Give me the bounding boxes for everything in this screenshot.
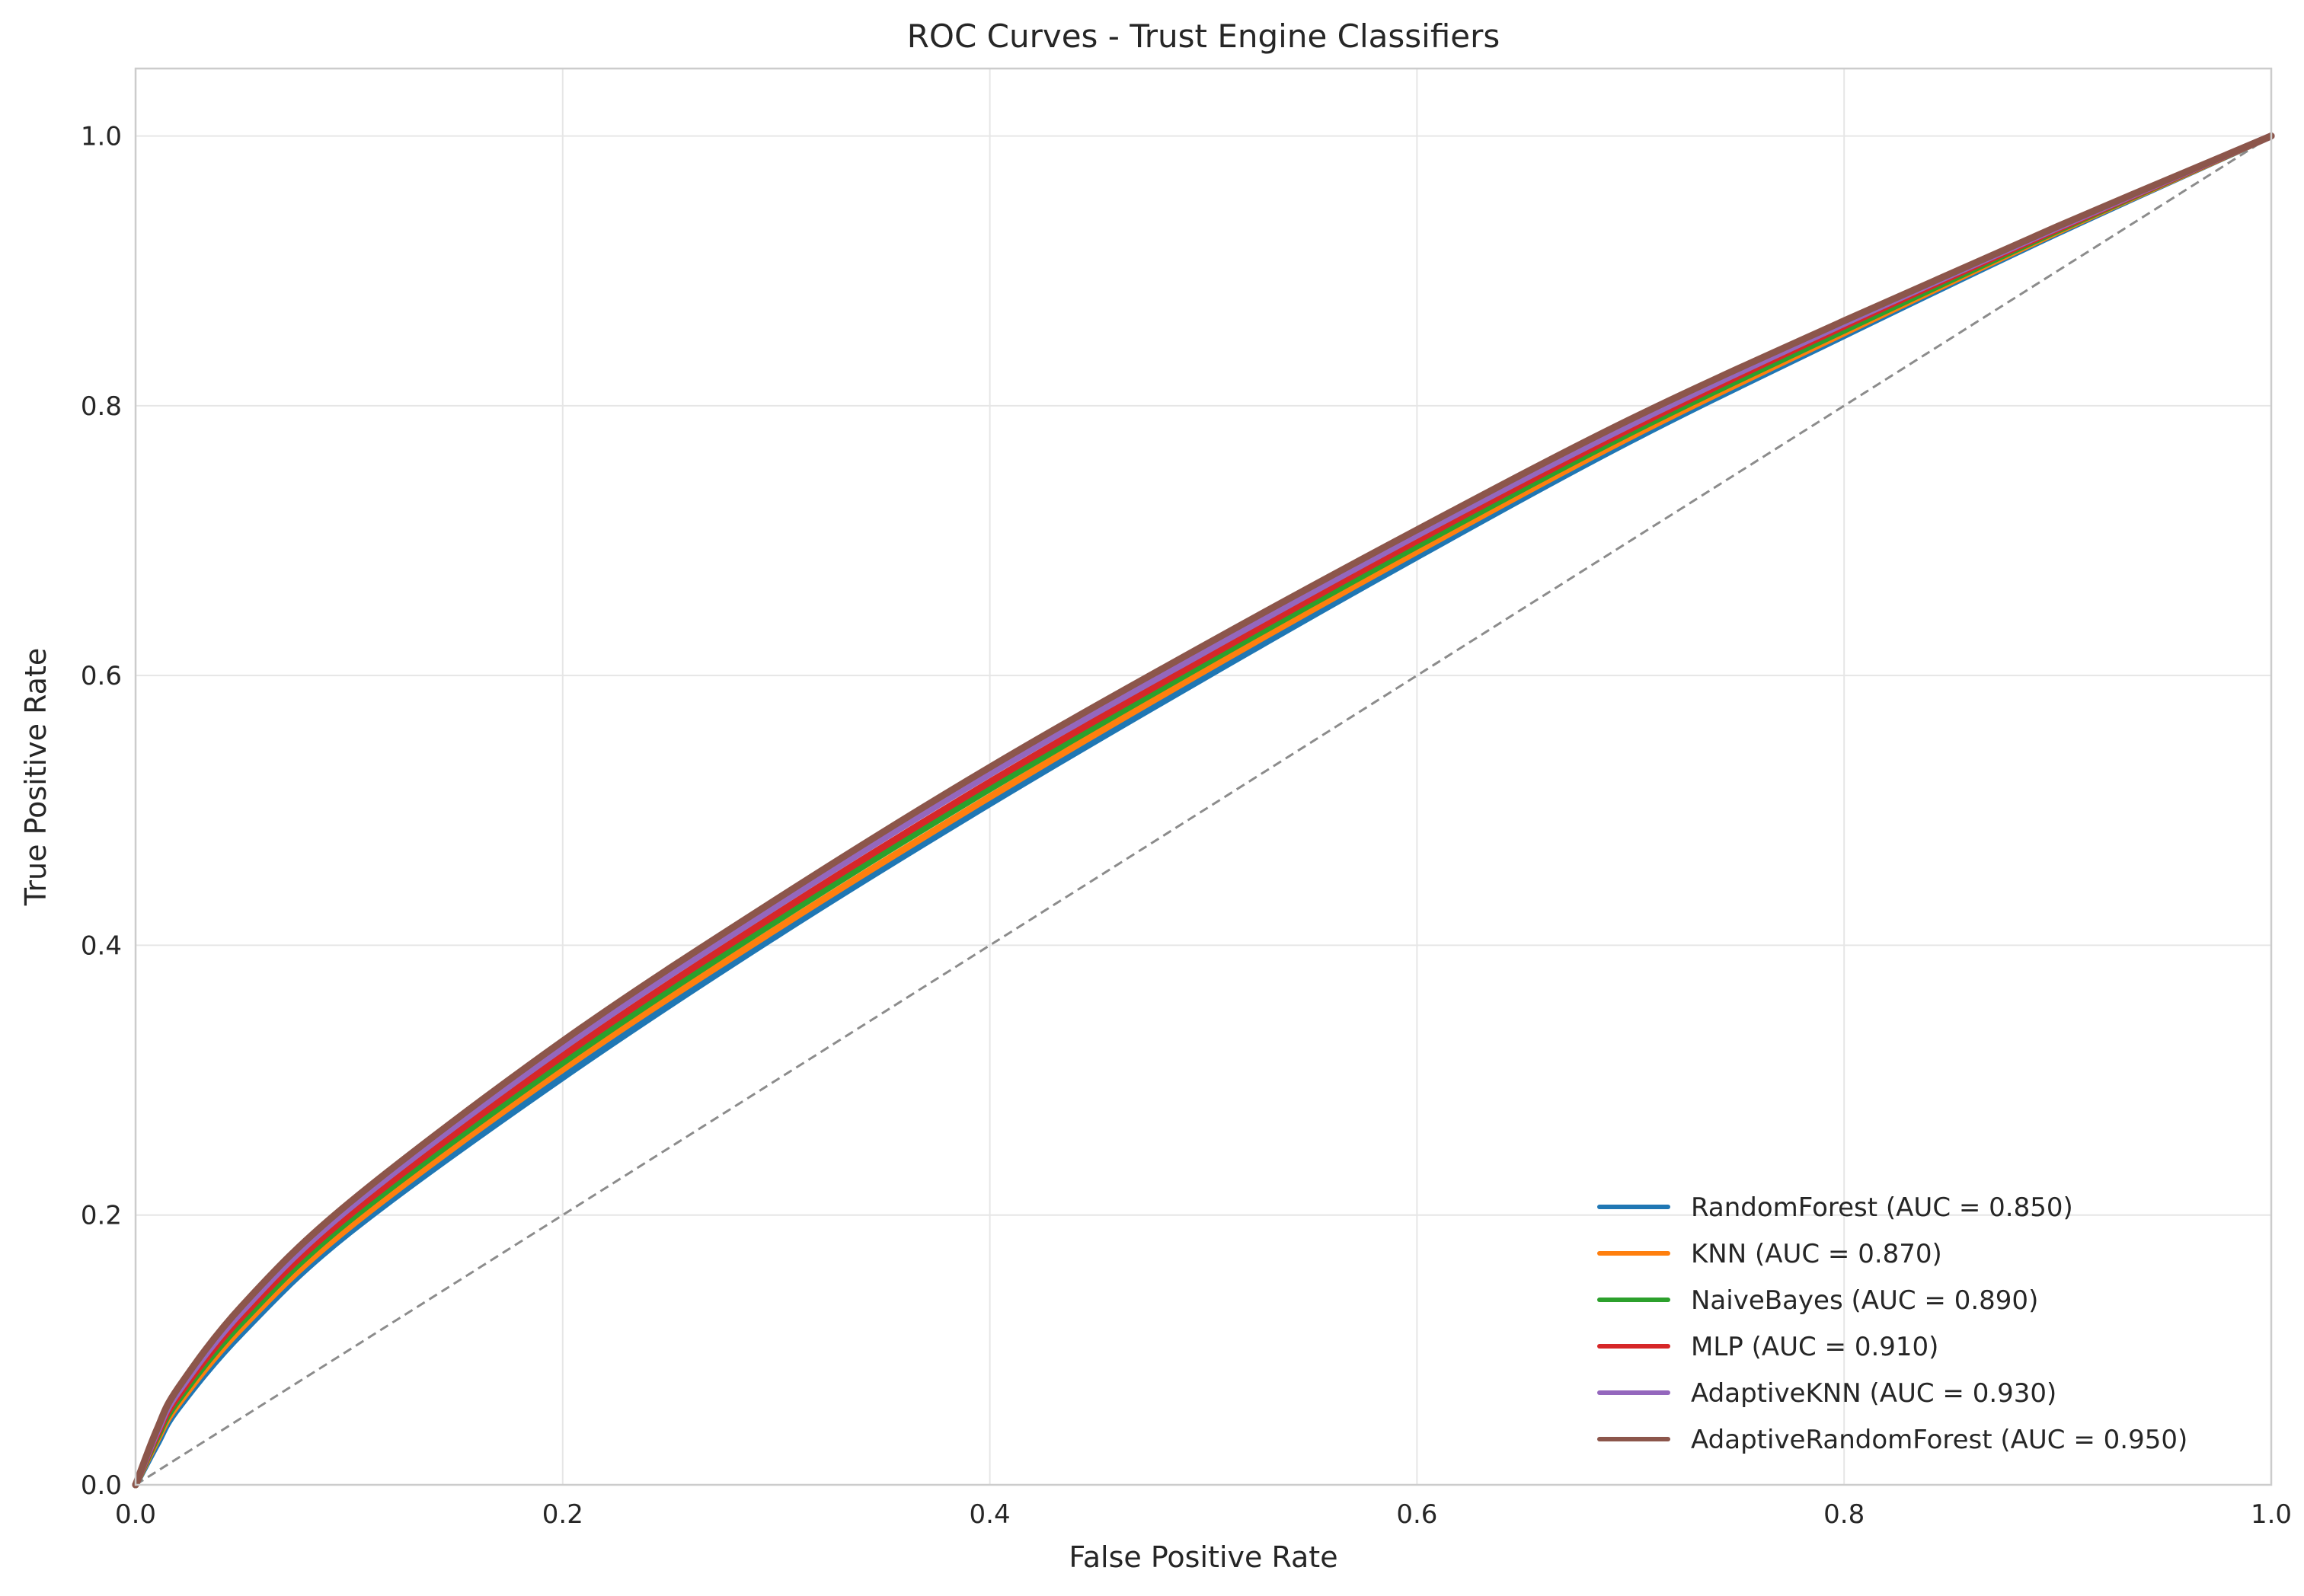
roc-curve-2 xyxy=(132,132,2275,1489)
chance-diagonal xyxy=(135,135,2272,1486)
y-tick-label: 1.0 xyxy=(81,122,122,152)
legend-label: MLP (AUC = 0.910) xyxy=(1691,1332,1938,1362)
x-tick-label: 0.0 xyxy=(115,1499,156,1530)
legend: RandomForest (AUC = 0.850) KNN (AUC = 0.8… xyxy=(1597,1192,2187,1455)
legend-label: NaiveBayes (AUC = 0.890) xyxy=(1691,1285,2038,1316)
x-tick-label: 0.4 xyxy=(970,1499,1011,1530)
x-tick-labels: 0.0 0.2 0.4 0.6 0.8 1.0 xyxy=(115,1499,2292,1530)
y-tick-label: 0.6 xyxy=(81,661,122,691)
legend-label: AdaptiveRandomForest (AUC = 0.950) xyxy=(1691,1425,2187,1455)
x-tick-label: 1.0 xyxy=(2251,1499,2292,1530)
y-tick-label: 0.4 xyxy=(81,930,122,961)
chart-title: ROC Curves - Trust Engine Classifiers xyxy=(907,18,1500,55)
y-axis-label: True Positive Rate xyxy=(19,648,53,907)
x-tick-label: 0.6 xyxy=(1396,1499,1437,1530)
x-tick-label: 0.8 xyxy=(1823,1499,1865,1530)
roc-curves xyxy=(132,132,2275,1489)
legend-label: RandomForest (AUC = 0.850) xyxy=(1691,1192,2073,1223)
y-tick-label: 0.0 xyxy=(81,1470,122,1501)
x-axis-label: False Positive Rate xyxy=(1069,1540,1337,1574)
y-tick-label: 0.8 xyxy=(81,391,122,422)
y-tick-labels: 0.0 0.2 0.4 0.6 0.8 1.0 xyxy=(81,122,122,1501)
legend-label: AdaptiveKNN (AUC = 0.930) xyxy=(1691,1378,2056,1409)
roc-curve-5 xyxy=(132,132,2275,1489)
plot-frame xyxy=(134,67,2273,1486)
x-tick-label: 0.2 xyxy=(542,1499,583,1530)
chance-diagonal-line xyxy=(135,135,2272,1486)
legend-label: KNN (AUC = 0.870) xyxy=(1691,1239,1942,1269)
y-tick-label: 0.2 xyxy=(81,1201,122,1231)
